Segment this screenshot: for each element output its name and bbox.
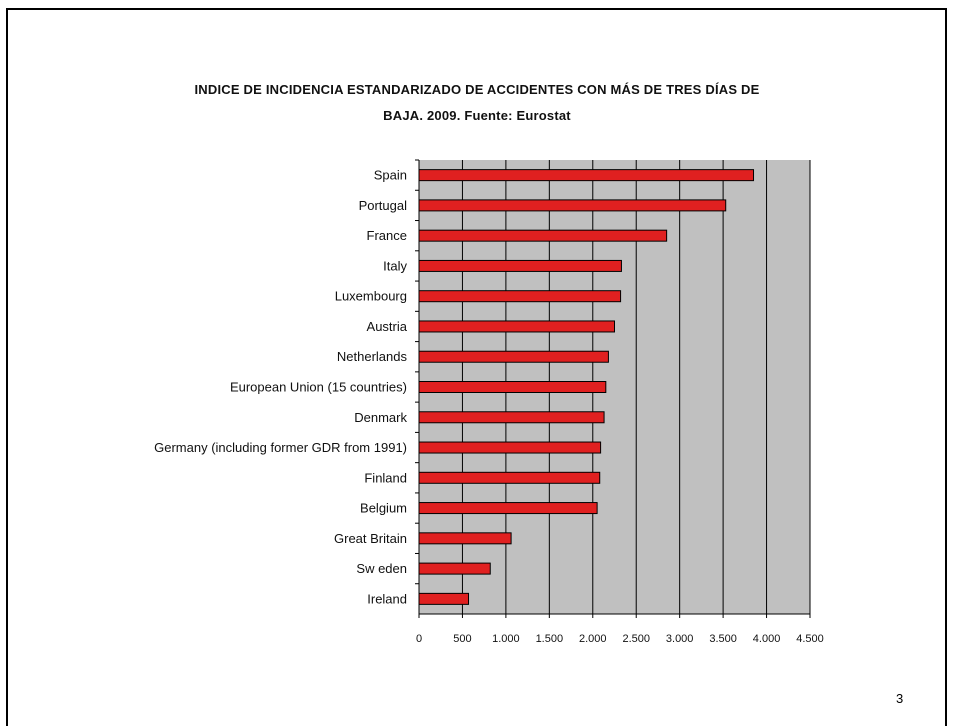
category-labels: Spain Portugal France Italy Luxembourg Austri… xyxy=(154,159,419,606)
bar xyxy=(418,350,609,363)
x-tick-label: 0 xyxy=(416,633,422,645)
page-number: 3 xyxy=(896,691,904,706)
x-tick-label: 1.500 xyxy=(536,633,564,645)
bar xyxy=(418,199,727,212)
bar xyxy=(418,320,615,333)
bar xyxy=(418,229,668,242)
category-label: Belgium xyxy=(360,501,407,516)
x-tick-label: 4.000 xyxy=(753,633,781,645)
category-label: Ireland xyxy=(367,591,407,606)
chart-subtitle: BAJA. 2009. Fuente: Eurostat xyxy=(383,108,571,123)
category-label: Sw eden xyxy=(356,561,407,576)
x-tick-label: 3.000 xyxy=(666,633,694,645)
category-label: Great Britain xyxy=(334,531,407,546)
x-tick-label: 1.000 xyxy=(492,633,520,645)
x-tick-label: 3.500 xyxy=(709,633,737,645)
bar xyxy=(418,290,622,303)
category-label: Austria xyxy=(367,319,408,334)
bar xyxy=(418,411,605,424)
x-tick-label: 2.000 xyxy=(579,633,607,645)
category-label: Italy xyxy=(383,258,407,273)
category-label: European Union (15 countries) xyxy=(230,380,407,395)
bar xyxy=(418,592,470,605)
category-label: Portugal xyxy=(359,198,408,213)
bar xyxy=(418,502,598,515)
category-label: Germany (including former GDR from 1991) xyxy=(154,440,407,455)
category-label: Denmark xyxy=(354,410,407,425)
bars xyxy=(418,169,755,605)
bar xyxy=(418,471,601,484)
category-label: Spain xyxy=(374,168,407,183)
x-tick-label: 2.500 xyxy=(622,633,650,645)
category-label: France xyxy=(367,228,407,243)
category-label: Finland xyxy=(364,470,407,485)
bar xyxy=(418,441,602,454)
bar xyxy=(418,562,491,575)
bar xyxy=(418,169,755,182)
category-label: Netherlands xyxy=(337,349,408,364)
x-tick-label: 500 xyxy=(453,633,471,645)
bar xyxy=(418,381,607,393)
x-tick-label: 4.500 xyxy=(796,633,824,645)
category-label: Luxembourg xyxy=(335,289,407,304)
chart-title: INDICE DE INCIDENCIA ESTANDARIZADO DE AC… xyxy=(194,82,760,97)
x-axis-ticks: 0 500 1.000 1.500 2.000 2.500 3.000 3.500 4.000 4… xyxy=(416,160,824,645)
bar xyxy=(418,532,512,545)
bar xyxy=(418,259,622,272)
